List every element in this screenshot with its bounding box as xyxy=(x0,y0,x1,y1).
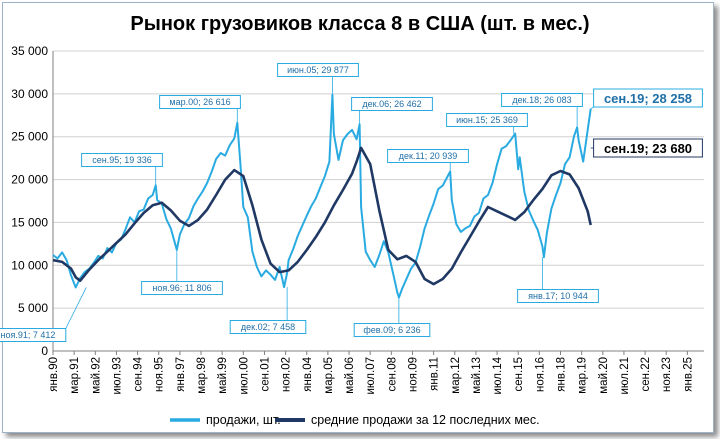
annotation-label: мар.00; 26 616 xyxy=(169,97,230,107)
annotation-box xyxy=(159,95,241,109)
annotation-box xyxy=(141,281,223,295)
x-tick-label: сен.94 xyxy=(133,356,145,391)
x-axis: янв.90 мар.91 май.92 июл.93 сен.94 ноя.95 янв.… xyxy=(48,351,694,395)
x-tick-label: янв.90 xyxy=(48,357,60,392)
x-tick-label: май.13 xyxy=(471,357,483,394)
x-tick-label: июл.93 xyxy=(111,357,123,395)
annotation-box xyxy=(387,149,469,163)
x-tick-label: янв.18 xyxy=(556,357,568,392)
y-tick-label: 10 000 xyxy=(11,258,48,272)
x-tick-label: мар.19 xyxy=(577,357,589,394)
annotation-label: фев.09; 6 236 xyxy=(363,325,420,335)
annotation-box xyxy=(351,97,433,111)
x-tick-label: янв.97 xyxy=(175,357,187,392)
x-tick-label: июл.21 xyxy=(619,357,631,395)
y-tick-label: 15 000 xyxy=(11,215,48,229)
x-tick-label: июл.14 xyxy=(492,356,504,394)
x-tick-label: июл.00 xyxy=(238,357,250,395)
annotation-box xyxy=(353,323,431,337)
x-tick-label: ноя.23 xyxy=(661,357,673,392)
annotation-label: дек.02; 7 458 xyxy=(241,322,295,332)
y-tick-label: 0 xyxy=(41,344,48,358)
annotation-box xyxy=(593,88,703,108)
series-sales-line xyxy=(52,93,592,299)
x-tick-label: янв.11 xyxy=(429,357,441,391)
annotation-label: сен.19; 28 258 xyxy=(604,91,692,106)
x-tick-label: ноя.95 xyxy=(154,357,166,392)
annotation-box xyxy=(517,289,599,303)
annotation-label: янв.17; 10 944 xyxy=(528,291,588,301)
x-tick-label: мар.98 xyxy=(196,357,208,394)
annotation-box xyxy=(277,63,359,77)
legend-label: продажи, шт. xyxy=(206,413,281,427)
series-avg-line xyxy=(52,146,592,286)
x-tick-label: мар.05 xyxy=(323,357,335,394)
annotation-box xyxy=(229,320,307,334)
x-tick-label: ноя.16 xyxy=(534,357,546,392)
x-tick-label: май.06 xyxy=(344,357,356,394)
y-tick-label: 25 000 xyxy=(11,130,48,144)
annotation-box xyxy=(81,153,163,167)
annotation-label: ноя.96; 11 806 xyxy=(152,283,211,293)
y-tick-label: 20 000 xyxy=(11,173,48,187)
x-tick-label: май.92 xyxy=(90,357,102,394)
annotation-box xyxy=(501,93,583,107)
series-group xyxy=(52,93,592,299)
x-tick-label: ноя.02 xyxy=(281,357,293,392)
annotation-label: дек.11; 20 939 xyxy=(399,151,458,161)
annotation-label: ноя.91; 7 412 xyxy=(1,330,56,340)
x-tick-label: июл.07 xyxy=(365,357,377,395)
y-axis: 0 5 000 10 000 15 000 20 000 25 000 30 000 35 0… xyxy=(11,44,48,358)
annotation-label: июн.05; 29 877 xyxy=(287,65,349,75)
annotation-label: дек.18; 26 083 xyxy=(512,95,571,105)
x-tick-label: янв.04 xyxy=(302,356,314,391)
x-tick-label: ноя.09 xyxy=(407,357,419,392)
x-tick-label: янв.25 xyxy=(682,357,694,392)
x-tick-label: сен.22 xyxy=(640,357,652,391)
chart-title: Рынок грузовиков класса 8 в США (шт. в м… xyxy=(130,13,589,35)
annotations: ноя.91; 7 412 сен.95; 19 336 ноя.96; 11 80… xyxy=(0,63,703,342)
annotation-label: июн.15; 25 369 xyxy=(456,115,518,125)
annotation-box xyxy=(0,328,67,342)
y-tick-label: 5 000 xyxy=(18,301,48,315)
annotation-leader xyxy=(65,287,87,329)
legend-label: средние продажи за 12 последних мес. xyxy=(311,413,540,427)
y-tick-label: 35 000 xyxy=(11,44,48,58)
y-tick-label: 30 000 xyxy=(11,87,48,101)
x-tick-label: май.20 xyxy=(598,357,610,394)
x-tick-label: мар.91 xyxy=(69,357,81,394)
annotation-box xyxy=(446,113,528,127)
x-tick-label: сен.15 xyxy=(513,357,525,391)
annotation-box xyxy=(593,138,703,158)
x-tick-label: сен.01 xyxy=(259,357,271,391)
annotation-label: сен.19; 23 680 xyxy=(604,141,692,156)
x-tick-label: май.99 xyxy=(217,357,229,394)
annotation-label: дек.06; 26 462 xyxy=(362,99,421,109)
legend: продажи, шт. средние продажи за 12 послед… xyxy=(170,413,540,427)
annotation-label: сен.95; 19 336 xyxy=(92,155,152,165)
x-tick-label: сен.08 xyxy=(386,357,398,391)
x-tick-label: мар.12 xyxy=(450,357,462,394)
